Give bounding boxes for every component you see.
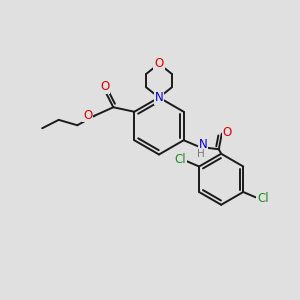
Text: N: N xyxy=(154,91,164,104)
Text: H: H xyxy=(197,149,205,159)
Text: Cl: Cl xyxy=(257,192,269,205)
Text: N: N xyxy=(199,138,207,151)
Text: Cl: Cl xyxy=(175,153,186,167)
Text: O: O xyxy=(100,80,110,93)
Text: O: O xyxy=(154,57,164,70)
Text: O: O xyxy=(223,126,232,139)
Text: O: O xyxy=(83,109,92,122)
